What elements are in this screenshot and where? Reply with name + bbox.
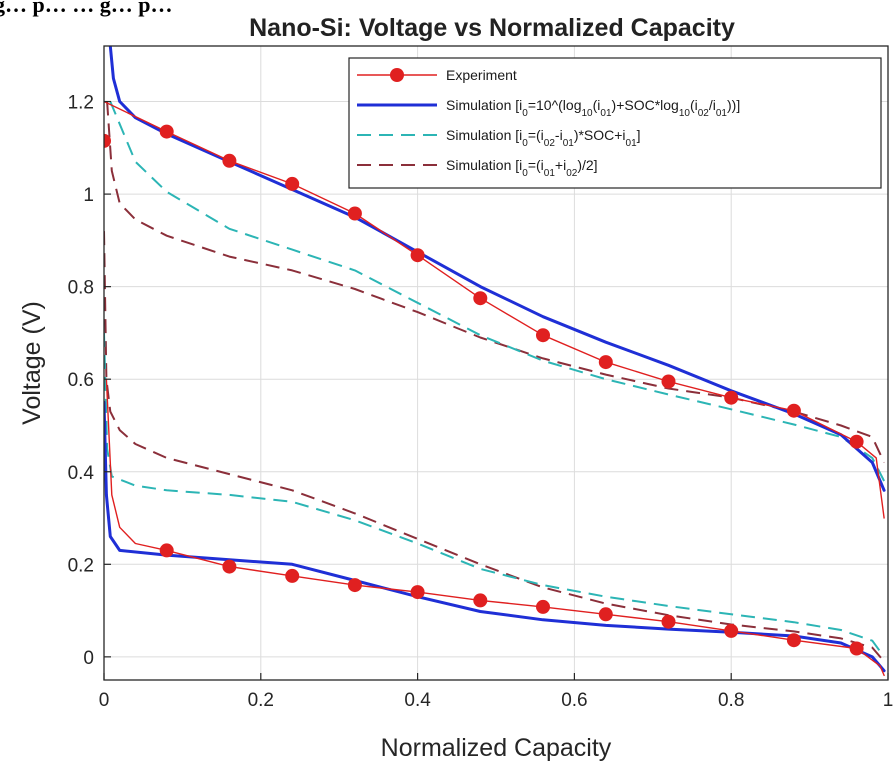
experiment-marker	[661, 374, 676, 389]
series-experiment	[104, 100, 885, 677]
experiment-marker	[159, 124, 174, 139]
experiment-marker	[159, 543, 174, 558]
y-tick-label: 1	[83, 185, 94, 206]
plot-frame	[103, 45, 889, 681]
experiment-marker	[724, 390, 739, 405]
x-tick-label: 0	[99, 690, 110, 711]
legend-box	[348, 57, 882, 189]
experiment-marker	[410, 585, 425, 600]
legend-label: Simulation [i0=(i02-i01)*SOC+i01]	[446, 127, 641, 149]
legend-label: Simulation [i0=10^(log10(i01)+SOC*log10(…	[446, 97, 740, 119]
x-tick-label: 0.8	[718, 690, 744, 711]
legend-marker	[390, 68, 404, 82]
series-simulation-linear	[104, 101, 885, 658]
legend-entry-sim3: Simulation [i0=(i01+i02)/2]	[357, 157, 598, 179]
experiment-marker	[724, 623, 739, 638]
y-tick-label: 1.2	[68, 93, 94, 114]
y-tick-label: 0.8	[68, 278, 94, 299]
legend-entry-sim1: Simulation [i0=10^(log10(i01)+SOC*log10(…	[357, 97, 740, 119]
experiment-marker	[786, 633, 801, 648]
legend-entry-sim2: Simulation [i0=(i02-i01)*SOC+i01]	[357, 127, 641, 149]
experiment-marker	[536, 328, 550, 343]
experiment-marker	[410, 248, 425, 263]
experiment-marker	[598, 355, 613, 370]
experiment-marker	[222, 559, 237, 574]
experiment-marker	[347, 578, 362, 593]
legend-label: Simulation [i0=(i01+i02)/2]	[446, 157, 598, 179]
caption-fragment: g… p… … g… p…	[0, 0, 172, 17]
experiment-marker	[661, 614, 676, 629]
simulation-loglinear-line	[104, 400, 886, 673]
series-group	[104, 46, 886, 677]
experiment-marker	[536, 599, 550, 614]
experiment-marker	[285, 568, 300, 583]
y-axis-label: Voltage (V)	[18, 301, 46, 425]
experiment-marker	[473, 593, 488, 608]
y-tick-label: 0.4	[68, 463, 95, 484]
experiment-marker	[222, 153, 237, 168]
x-tick-label: 0.4	[404, 690, 431, 711]
experiment-marker	[104, 133, 111, 148]
experiment-marker	[849, 434, 864, 449]
legend-entry-exp: Experiment	[357, 67, 517, 83]
simulation-average-line	[104, 231, 885, 663]
y-tick-label: 0.2	[68, 555, 94, 576]
y-tick-label: 0	[83, 648, 94, 669]
x-axis-label: Normalized Capacity	[381, 734, 612, 762]
y-tick-label: 0.6	[68, 370, 94, 391]
axis-ticks: 0 0.2 0.4 0.6 0.8 1 0 0.2 0.4 0.6 0.8 1 1.2	[68, 93, 894, 711]
x-tick-label: 0.2	[248, 690, 274, 711]
experiment-marker	[285, 176, 300, 191]
x-tick-label: 0.6	[561, 690, 587, 711]
experiment-marker	[347, 206, 362, 221]
experiment-marker	[786, 403, 801, 418]
legend-label: Experiment	[446, 67, 517, 83]
simulation-linear-line	[109, 101, 885, 482]
legend: Experiment Simulation [i0=10^(log10(i01)+…	[348, 57, 882, 189]
experiment-marker	[849, 641, 864, 656]
chart-title: Nano-Si: Voltage vs Normalized Capacity	[249, 14, 735, 42]
x-tick-label: 1	[883, 690, 894, 711]
simulation-linear-line	[104, 332, 885, 658]
experiment-marker	[598, 607, 613, 622]
experiment-marker	[473, 291, 488, 306]
experiment-line	[105, 378, 885, 677]
